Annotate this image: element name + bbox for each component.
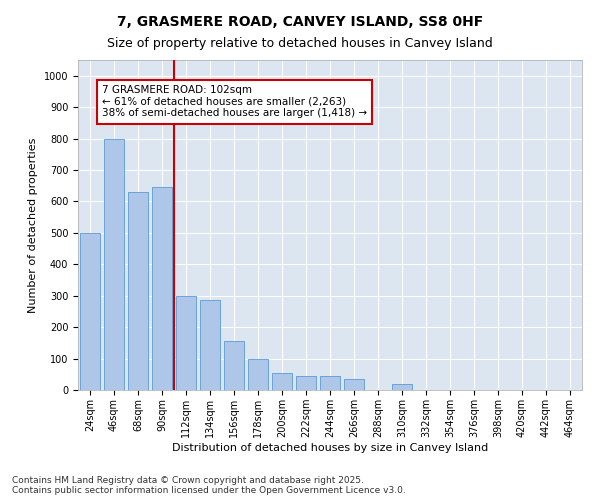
Text: 7 GRASMERE ROAD: 102sqm
← 61% of detached houses are smaller (2,263)
38% of semi: 7 GRASMERE ROAD: 102sqm ← 61% of detache… <box>102 85 367 118</box>
Text: Contains HM Land Registry data © Crown copyright and database right 2025.
Contai: Contains HM Land Registry data © Crown c… <box>12 476 406 495</box>
Text: Size of property relative to detached houses in Canvey Island: Size of property relative to detached ho… <box>107 38 493 51</box>
X-axis label: Distribution of detached houses by size in Canvey Island: Distribution of detached houses by size … <box>172 442 488 452</box>
Bar <box>272 372 292 390</box>
Bar <box>176 296 196 390</box>
Bar <box>80 233 100 390</box>
Bar <box>104 138 124 390</box>
Bar <box>200 300 220 390</box>
Bar <box>320 376 340 390</box>
Bar <box>152 188 172 390</box>
Bar <box>224 342 244 390</box>
Bar <box>248 358 268 390</box>
Bar <box>128 192 148 390</box>
Y-axis label: Number of detached properties: Number of detached properties <box>28 138 38 312</box>
Bar <box>296 376 316 390</box>
Bar <box>392 384 412 390</box>
Bar <box>344 379 364 390</box>
Text: 7, GRASMERE ROAD, CANVEY ISLAND, SS8 0HF: 7, GRASMERE ROAD, CANVEY ISLAND, SS8 0HF <box>117 15 483 29</box>
